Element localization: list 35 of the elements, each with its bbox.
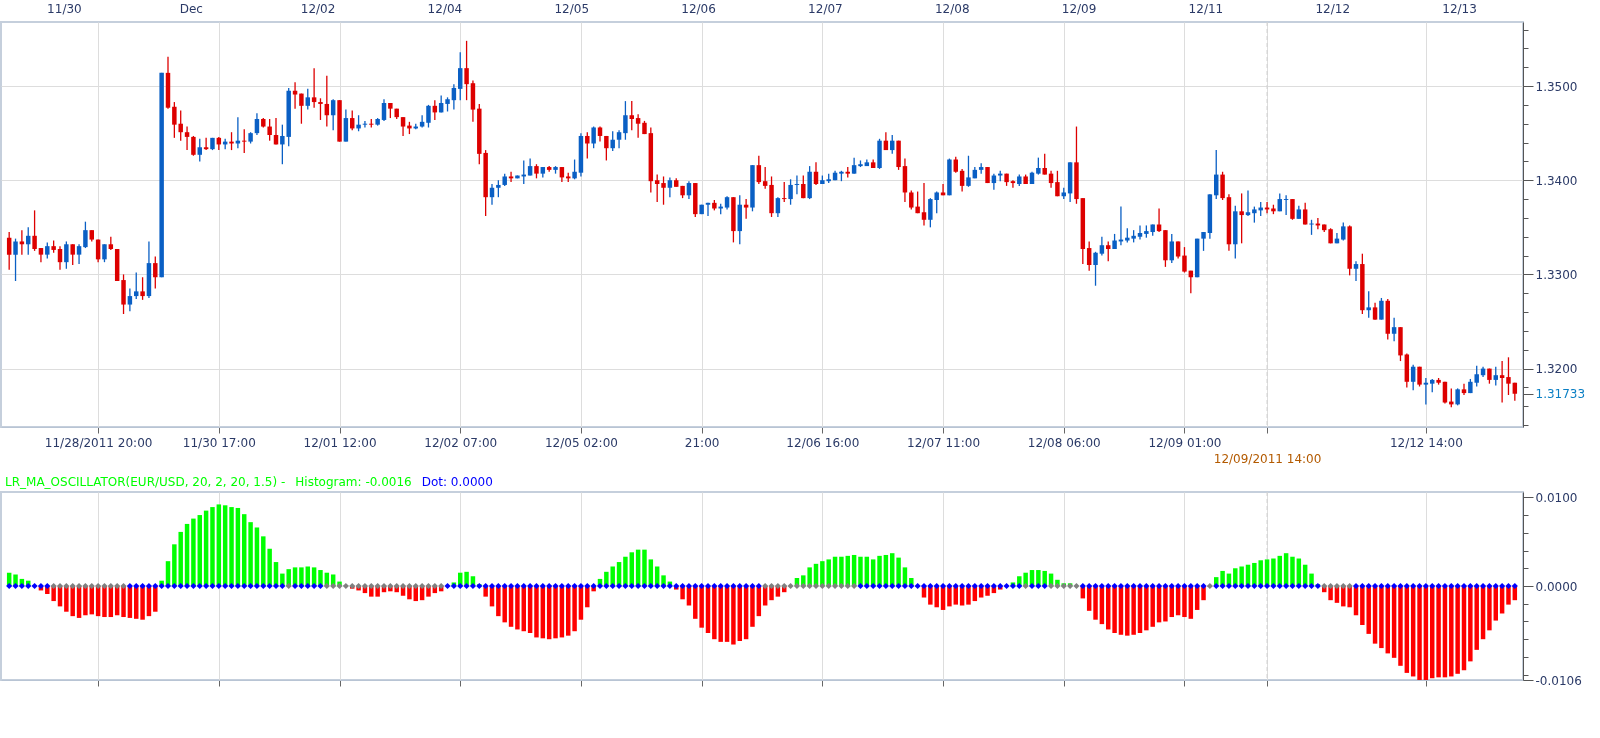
y-tick-label: 1.3500 <box>1535 79 1578 94</box>
x-tick-label: 12/07 11:00 <box>907 435 981 450</box>
text: 12/04 <box>427 2 463 16</box>
y-tick-label: 0.0100 <box>1535 490 1578 505</box>
text: 12/09 <box>1061 2 1097 16</box>
text: 12/06 <box>681 2 716 16</box>
chart-title: LR_MA_OSCILLATOR(EUR/USD, 20, 2, 20, 1.5) - <box>5 475 286 489</box>
y-tick-label: 1.3200 <box>1535 362 1578 377</box>
y-tick-label: -0.0106 <box>1535 673 1582 688</box>
x-tick-label: 12/01 12:00 <box>303 435 377 450</box>
x-tick-label: 11/28/2011 20:00 <box>44 435 153 450</box>
x-tick-label: 12/09 01:00 <box>1148 435 1222 450</box>
x-tick-label: 12/09/2011 14:00 <box>1213 451 1322 466</box>
y-tick-label: 1.3400 <box>1535 173 1578 188</box>
y-tick-label: 1.3300 <box>1535 267 1578 282</box>
text: 12/11 <box>1188 2 1224 16</box>
y-tick-label: 1.31733 <box>1535 387 1586 402</box>
x-tick-label: 11/30 17:00 <box>182 435 256 450</box>
y-tick-label: 0.0000 <box>1535 579 1578 594</box>
x-tick-label: 12/08 06:00 <box>1027 435 1101 450</box>
x-tick-label: 12/02 07:00 <box>424 435 498 450</box>
text: 12/13 <box>1442 2 1477 16</box>
text: Histogram: -0.0016 <box>295 475 412 489</box>
text: 12/08 <box>934 2 970 16</box>
text: Dec <box>179 2 203 16</box>
x-tick-label: 12/06 16:00 <box>786 435 860 450</box>
text: 12/07 <box>808 2 843 16</box>
x-tick-label: 12/05 02:00 <box>544 435 618 450</box>
text: 12/05 <box>554 2 590 16</box>
x-tick-label: 21:00 <box>684 435 720 450</box>
text: 12/02 <box>300 2 336 16</box>
text: 12/12 <box>1315 2 1351 16</box>
text: 11/30 <box>47 2 82 16</box>
x-tick-label: 12/12 14:00 <box>1389 435 1463 450</box>
text: Dot: 0.0000 <box>421 475 493 489</box>
